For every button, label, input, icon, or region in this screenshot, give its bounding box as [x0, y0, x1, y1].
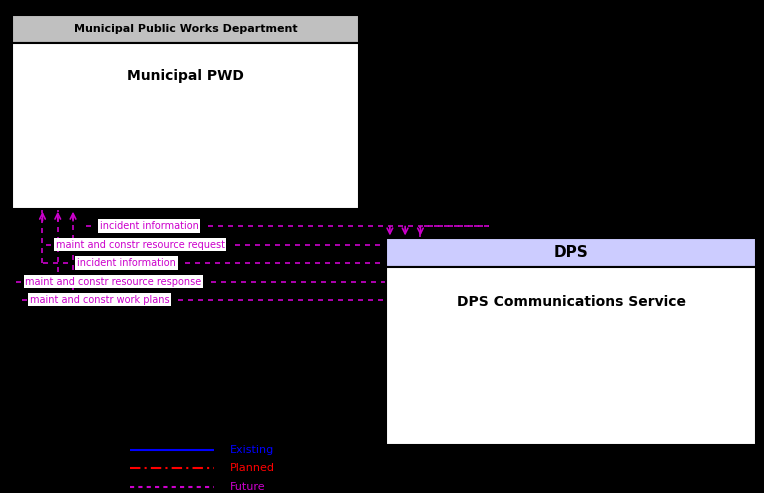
Text: incident information: incident information	[77, 258, 176, 268]
Text: maint and constr resource response: maint and constr resource response	[25, 277, 202, 286]
Bar	[386, 238, 756, 267]
Text: DPS Communications Service: DPS Communications Service	[457, 295, 686, 310]
Text: Municipal PWD: Municipal PWD	[128, 70, 244, 83]
Bar	[386, 267, 756, 445]
Text: Planned: Planned	[229, 463, 274, 473]
Text: DPS: DPS	[554, 245, 588, 260]
Text: Future: Future	[229, 482, 265, 492]
Text: incident information: incident information	[100, 221, 199, 231]
Bar	[12, 15, 359, 43]
Text: Existing: Existing	[229, 445, 274, 455]
Bar	[12, 43, 359, 209]
Text: maint and constr resource request: maint and constr resource request	[56, 240, 225, 250]
Text: maint and constr work plans: maint and constr work plans	[30, 295, 170, 305]
Text: Municipal Public Works Department: Municipal Public Works Department	[74, 24, 297, 34]
